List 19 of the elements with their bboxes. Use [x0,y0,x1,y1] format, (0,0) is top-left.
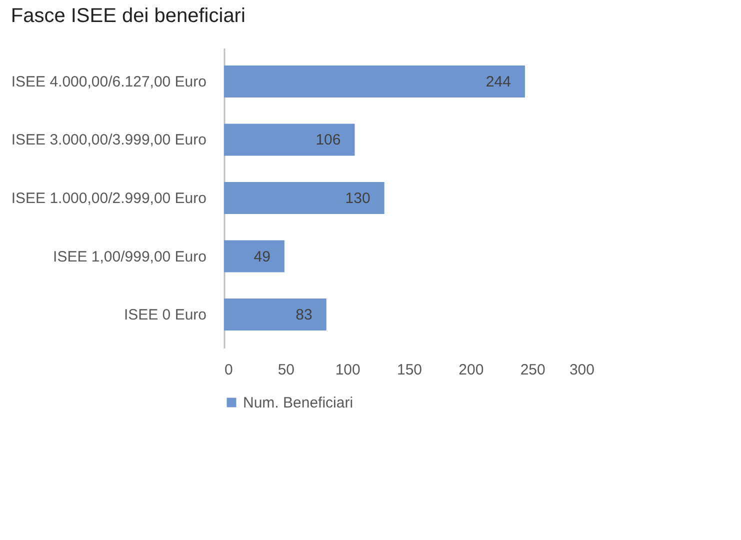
x-tick-label: 150 [396,362,422,378]
y-tick-label: ISEE 1.000,00/2.999,00 Euro [11,190,206,207]
x-tick-label: 300 [569,362,594,378]
x-tick-label: 250 [520,362,546,378]
y-tick-label: ISEE 3.000,00/3.999,00 Euro [11,132,206,149]
legend-label: Num. Beneficiari [243,394,354,412]
x-tick-label: 200 [458,362,484,378]
x-tick-label: 0 [224,362,233,378]
data-label: 83 [296,306,312,324]
data-label: 130 [345,190,370,207]
data-label: 106 [316,132,341,149]
x-tick-label: 100 [335,362,360,378]
y-tick-label: ISEE 4.000,00/6.127,00 Euro [11,73,206,90]
y-tick-label: ISEE 1,00/999,00 Euro [53,248,206,266]
x-tick-label: 50 [278,362,295,378]
data-label: 244 [486,73,511,90]
chart-title: Fasce ISEE dei beneficiari [10,5,246,27]
data-label: 49 [254,248,270,266]
y-tick-label: ISEE 0 Euro [124,306,206,324]
